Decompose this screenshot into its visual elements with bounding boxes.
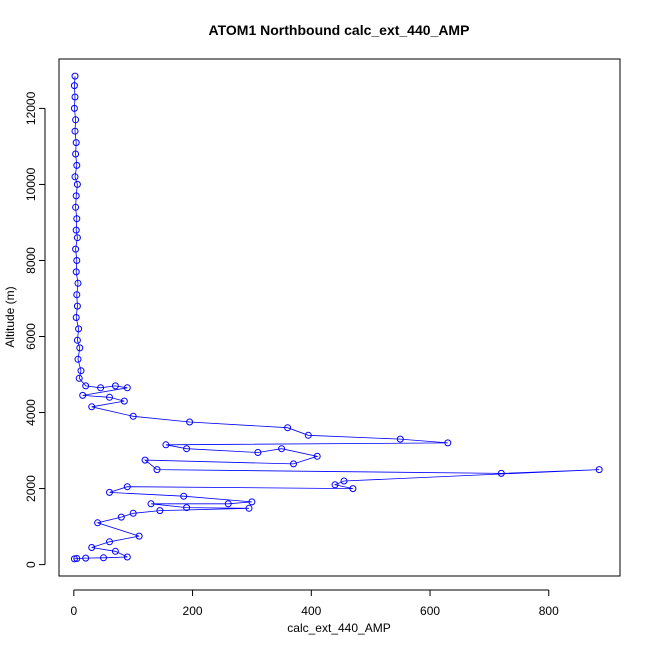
data-point xyxy=(117,513,125,521)
x-axis-label: calc_ext_440_AMP xyxy=(287,621,390,635)
data-point xyxy=(88,544,96,551)
x-tick-label: 0 xyxy=(70,604,77,618)
data-point xyxy=(97,384,105,392)
data-point xyxy=(254,449,262,456)
data-point xyxy=(156,507,164,515)
data-point xyxy=(245,504,253,512)
data-point xyxy=(111,547,119,555)
data-point xyxy=(147,500,155,508)
y-tick-label: 2000 xyxy=(24,475,38,502)
plot-frame xyxy=(58,58,621,577)
data-point xyxy=(153,466,161,474)
data-point xyxy=(73,161,81,169)
data-point xyxy=(73,234,81,242)
plot-area xyxy=(70,72,603,563)
data-point xyxy=(331,481,339,489)
data-point xyxy=(284,424,292,432)
data-point xyxy=(248,498,256,506)
data-point xyxy=(135,532,143,540)
y-tick-label: 6000 xyxy=(24,323,38,350)
data-point xyxy=(141,456,149,464)
data-point xyxy=(73,257,81,264)
data-point xyxy=(186,418,194,426)
data-point xyxy=(224,500,232,508)
x-tick-label: 800 xyxy=(539,604,559,618)
y-axis-label: Altitude (m) xyxy=(3,286,17,347)
data-point xyxy=(120,397,128,405)
data-point xyxy=(74,355,82,363)
x-tick-label: 600 xyxy=(420,604,440,618)
data-point xyxy=(183,445,191,453)
data-point xyxy=(72,116,80,124)
data-point xyxy=(313,452,321,460)
data-point xyxy=(72,150,80,158)
data-point xyxy=(71,127,79,135)
data-point xyxy=(72,139,80,147)
data-point xyxy=(73,336,81,344)
data-point xyxy=(70,555,78,563)
data-point xyxy=(73,215,81,223)
data-point xyxy=(73,555,81,562)
data-point xyxy=(72,203,80,211)
data-point xyxy=(290,460,297,468)
data-point xyxy=(129,412,137,420)
data-point xyxy=(82,382,90,390)
x-tick-label: 400 xyxy=(301,604,321,618)
data-point xyxy=(70,104,78,112)
y-tick-label: 10000 xyxy=(24,167,38,201)
data-point xyxy=(72,226,80,234)
data-point xyxy=(94,519,102,527)
data-point xyxy=(72,314,80,321)
data-point xyxy=(71,93,79,101)
data-point xyxy=(340,477,348,485)
data-point xyxy=(82,554,90,562)
data-point xyxy=(100,554,107,562)
data-point xyxy=(70,82,78,90)
data-point xyxy=(444,439,452,447)
data-point xyxy=(180,492,188,500)
data-point xyxy=(106,538,113,546)
data-point xyxy=(72,245,80,253)
data-point xyxy=(111,382,119,390)
data-point xyxy=(278,445,286,453)
data-point xyxy=(75,325,83,333)
data-point xyxy=(123,384,131,392)
y-tick-label: 8000 xyxy=(24,247,38,274)
data-point xyxy=(88,403,96,411)
data-point xyxy=(74,279,82,287)
y-axis: 0 2000 4000 6000 8000 10000 12000 xyxy=(24,91,46,568)
data-point xyxy=(304,431,312,439)
data-point xyxy=(123,553,131,561)
data-point xyxy=(129,509,137,517)
x-tick-label: 200 xyxy=(183,604,203,618)
data-point xyxy=(75,374,83,382)
data-point xyxy=(73,302,81,310)
data-point xyxy=(106,393,113,401)
data-point xyxy=(349,485,357,493)
y-tick-label: 4000 xyxy=(24,399,38,426)
series-line xyxy=(73,76,600,560)
data-point xyxy=(183,504,191,512)
data-point xyxy=(123,483,131,491)
data-point xyxy=(396,435,404,443)
data-point xyxy=(73,180,81,188)
data-point xyxy=(77,367,85,375)
data-point xyxy=(79,391,87,399)
data-point xyxy=(73,291,81,299)
chart-title: ATOM1 Northbound calc_ext_440_AMP xyxy=(209,22,470,38)
data-point xyxy=(595,466,603,474)
data-point xyxy=(72,192,80,200)
y-tick-label: 0 xyxy=(24,561,38,568)
y-tick-label: 12000 xyxy=(24,91,38,125)
x-axis: 0 200 400 600 800 xyxy=(70,589,559,618)
data-point xyxy=(162,441,170,449)
data-point xyxy=(71,72,79,80)
data-point xyxy=(497,469,505,477)
data-point xyxy=(71,173,79,181)
data-point xyxy=(72,268,80,276)
data-point xyxy=(76,344,84,352)
data-point xyxy=(106,488,113,496)
